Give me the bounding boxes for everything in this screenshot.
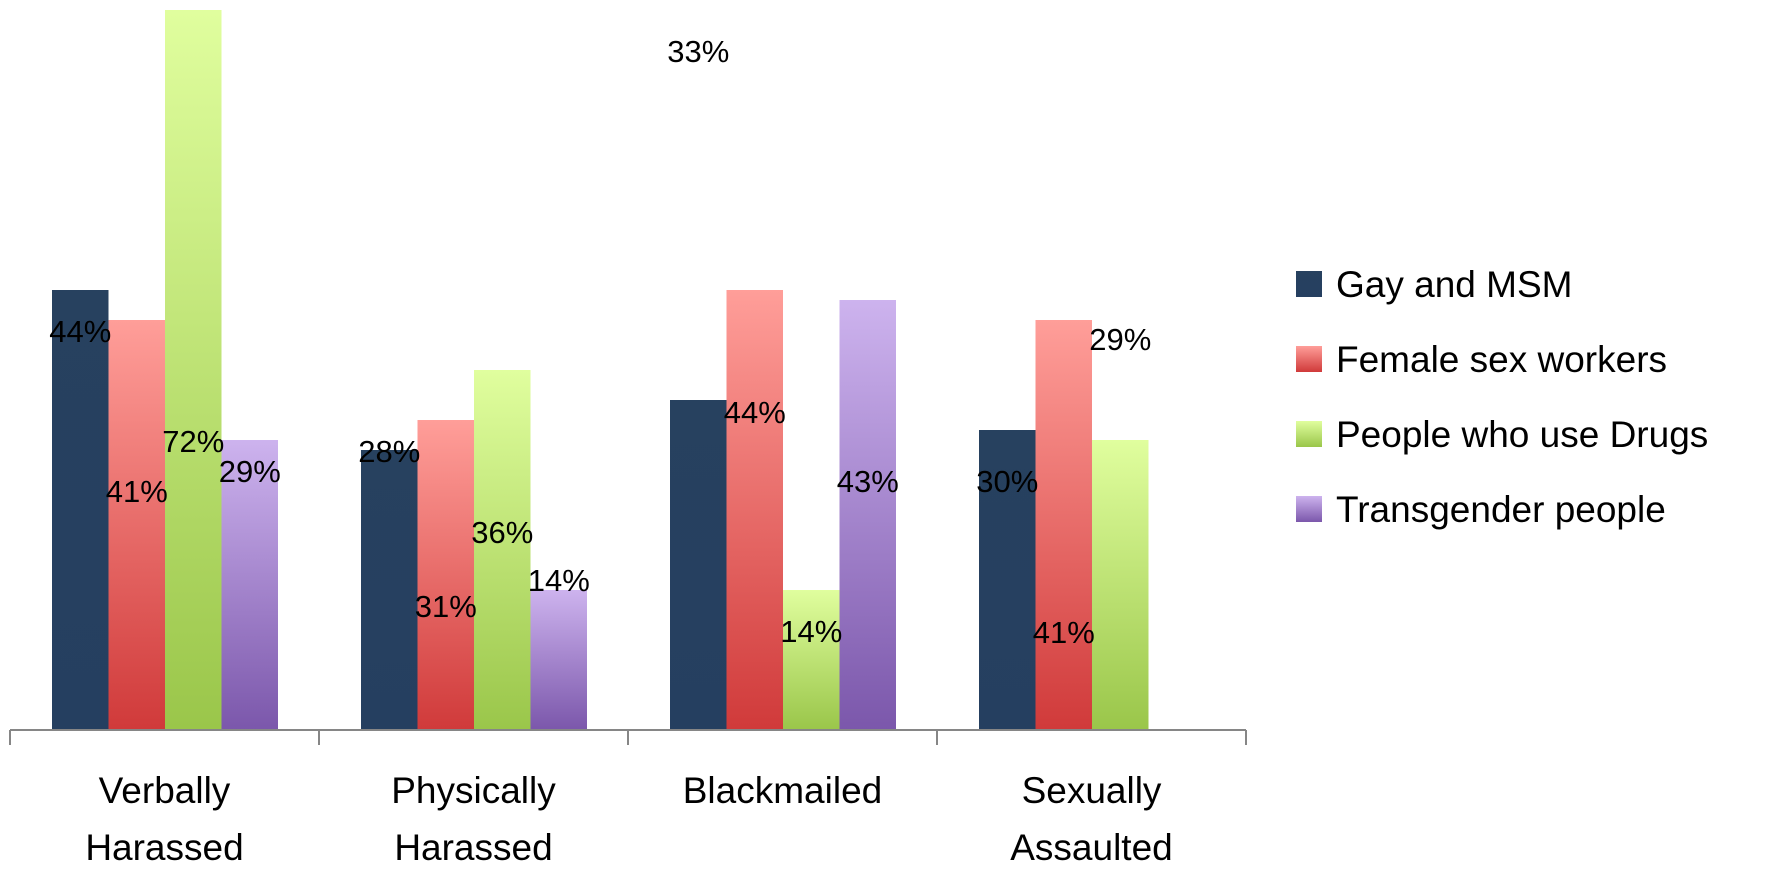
bar-people-who-use-drugs-0 (165, 10, 222, 730)
bar-gay-and-msm-0 (52, 290, 109, 730)
bar-gay-and-msm-3 (979, 430, 1036, 730)
bars-layer (52, 10, 1149, 730)
legend-swatch (1296, 346, 1322, 372)
legend-label: Female sex workers (1336, 339, 1667, 380)
legend-label: Transgender people (1336, 489, 1666, 530)
data-label: 44% (49, 314, 111, 349)
data-label: 30% (976, 464, 1038, 499)
data-label: 33% (667, 34, 729, 69)
bar-gay-and-msm-2 (670, 400, 727, 730)
legend-swatch (1296, 421, 1322, 447)
bar-female-sex-workers-3 (1035, 320, 1092, 730)
x-axis: Verbally Harassed Physically Harassed Blackm… (9, 729, 1247, 868)
x-tick-label: Sexually (1022, 770, 1162, 811)
data-label: 41% (1033, 615, 1095, 650)
data-label: 31% (415, 589, 477, 624)
x-tick-label: Harassed (394, 827, 552, 867)
legend-swatch (1296, 271, 1322, 297)
bar-transgender-people-2 (839, 300, 896, 730)
bar-transgender-people-0 (221, 440, 278, 730)
data-label: 28% (358, 434, 420, 469)
bar-female-sex-workers-0 (108, 320, 165, 730)
bar-people-who-use-drugs-3 (1092, 440, 1149, 730)
bar-female-sex-workers-1 (417, 420, 474, 730)
bar-people-who-use-drugs-2 (783, 590, 840, 730)
bar-people-who-use-drugs-1 (474, 370, 531, 730)
data-label: 72% (162, 424, 224, 459)
legend-label: Gay and MSM (1336, 264, 1572, 305)
data-label: 41% (106, 474, 168, 509)
x-tick-label: Physically (391, 770, 556, 811)
data-label: 14% (528, 563, 590, 598)
x-tick-label: Harassed (85, 827, 243, 867)
data-label: 43% (837, 464, 899, 499)
data-labels: 44%41%72%29%28%31%36%14%33%44%14%43% 30%4… (49, 34, 1151, 650)
bar-female-sex-workers-2 (726, 290, 783, 730)
data-label: 29% (219, 454, 281, 489)
bar-gay-and-msm-1 (361, 450, 418, 730)
data-label: 14% (780, 614, 842, 649)
x-tick-label: Verbally (99, 770, 231, 811)
data-label: 29% (1089, 322, 1151, 357)
legend: Gay and MSM Female sex workers People who … (1296, 264, 1708, 530)
data-label: 36% (471, 515, 533, 550)
legend-label: People who use Drugs (1336, 414, 1708, 455)
x-tick-label: Blackmailed (683, 770, 882, 811)
data-label: 44% (724, 395, 786, 430)
bar-transgender-people-1 (530, 590, 587, 730)
legend-swatch (1296, 496, 1322, 522)
x-tick-label: Assaulted (1010, 827, 1173, 867)
